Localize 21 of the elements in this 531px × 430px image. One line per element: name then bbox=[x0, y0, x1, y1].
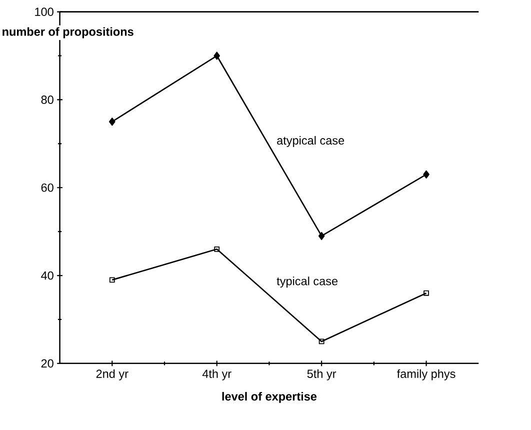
x-axis-title: level of expertise bbox=[222, 392, 317, 404]
x-tick-label: 5th yr bbox=[307, 369, 336, 380]
point bbox=[424, 290, 429, 296]
y-tick-label: 20 bbox=[41, 359, 54, 368]
point bbox=[318, 338, 324, 344]
x-tick-label: 2nd yr bbox=[96, 369, 128, 380]
y-tick-label: 40 bbox=[41, 271, 54, 280]
point bbox=[423, 170, 430, 179]
x-tick-label: family phys bbox=[397, 369, 456, 380]
point bbox=[318, 232, 325, 240]
series-label: typical case bbox=[276, 276, 338, 288]
y-tick-label: 80 bbox=[41, 96, 54, 104]
point bbox=[108, 118, 116, 126]
point bbox=[214, 52, 220, 60]
y-axis-title: number of propositions bbox=[2, 27, 134, 38]
series-label: atypical case bbox=[277, 136, 344, 148]
point bbox=[109, 277, 115, 283]
point bbox=[214, 246, 220, 252]
y-tick-label: 60 bbox=[41, 184, 54, 192]
x-tick-label: 4th yr bbox=[202, 369, 232, 380]
y-tick-label: 100 bbox=[35, 8, 54, 16]
